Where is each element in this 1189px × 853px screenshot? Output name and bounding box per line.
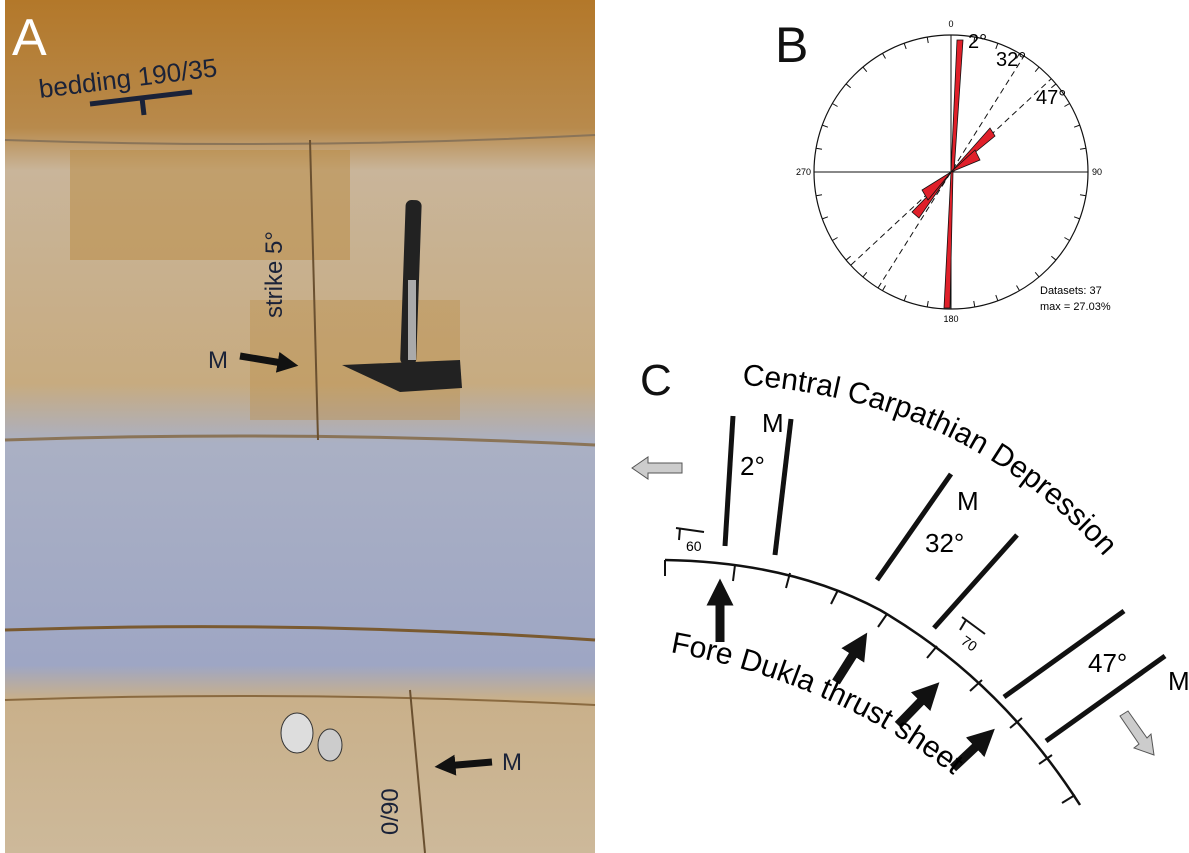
marker-label: M <box>957 486 979 516</box>
rim-tick <box>816 195 822 196</box>
dip-label: 60 <box>686 538 702 554</box>
axis-label: 90 <box>1092 167 1102 177</box>
rim-tick <box>1035 272 1039 277</box>
rim-tick <box>863 272 867 277</box>
angle-label: 2° <box>740 451 765 481</box>
rim-tick <box>904 295 906 301</box>
direction-label: 47° <box>1036 87 1066 109</box>
panel-label: C <box>640 356 672 405</box>
axis-label: 0 <box>948 19 953 29</box>
rim-tick <box>974 301 975 307</box>
figure: A bedding 190/35 strike 5° M M 0/90 B 0 … <box>0 0 1189 853</box>
marker-label: M <box>502 749 522 776</box>
panel-label: B <box>775 17 808 73</box>
angle-label: 32° <box>925 528 964 558</box>
rim-tick <box>1017 285 1020 290</box>
rim-tick <box>822 125 828 127</box>
rim-tick <box>822 217 828 219</box>
rim-tick <box>816 148 822 149</box>
marker-label: M <box>1168 666 1189 696</box>
direction-label: 32° <box>996 49 1026 71</box>
rim-tick <box>904 43 906 49</box>
rim-tick <box>1080 195 1086 196</box>
max-note: max = 27.03% <box>1040 301 1111 313</box>
marker-label: M <box>208 347 228 374</box>
rose-diagram <box>814 35 1088 309</box>
rim-tick <box>1035 67 1039 72</box>
rim-tick <box>883 285 886 290</box>
thrust-front <box>665 560 1080 805</box>
strike-label: strike 5° <box>261 231 288 318</box>
angle-label: 47° <box>1088 648 1127 678</box>
rim-tick <box>846 256 851 260</box>
photo <box>5 0 595 853</box>
axis-label: 270 <box>796 167 811 177</box>
arrow <box>445 762 492 766</box>
measurement-label: 0/90 <box>377 788 404 835</box>
dip-label: 70 <box>958 632 980 654</box>
rim-tick <box>1074 125 1080 127</box>
rim-tick <box>927 37 928 43</box>
rim-tick <box>883 53 886 58</box>
rim-tick <box>996 295 998 301</box>
panel-label: A <box>12 9 47 67</box>
rim-tick <box>863 67 867 72</box>
rim-tick <box>832 104 837 107</box>
rim-tick <box>1064 238 1069 241</box>
axis-label: 180 <box>943 314 958 324</box>
rim-tick <box>1051 256 1056 260</box>
datasets-note: Datasets: 37 <box>1040 285 1102 297</box>
rim-tick <box>1080 148 1086 149</box>
direction-label: 2° <box>968 31 987 53</box>
rim-tick <box>927 301 928 307</box>
rim-tick <box>1074 217 1080 219</box>
rim-tick <box>846 84 851 88</box>
rim-tick <box>832 238 837 241</box>
marker-label: M <box>762 408 784 438</box>
